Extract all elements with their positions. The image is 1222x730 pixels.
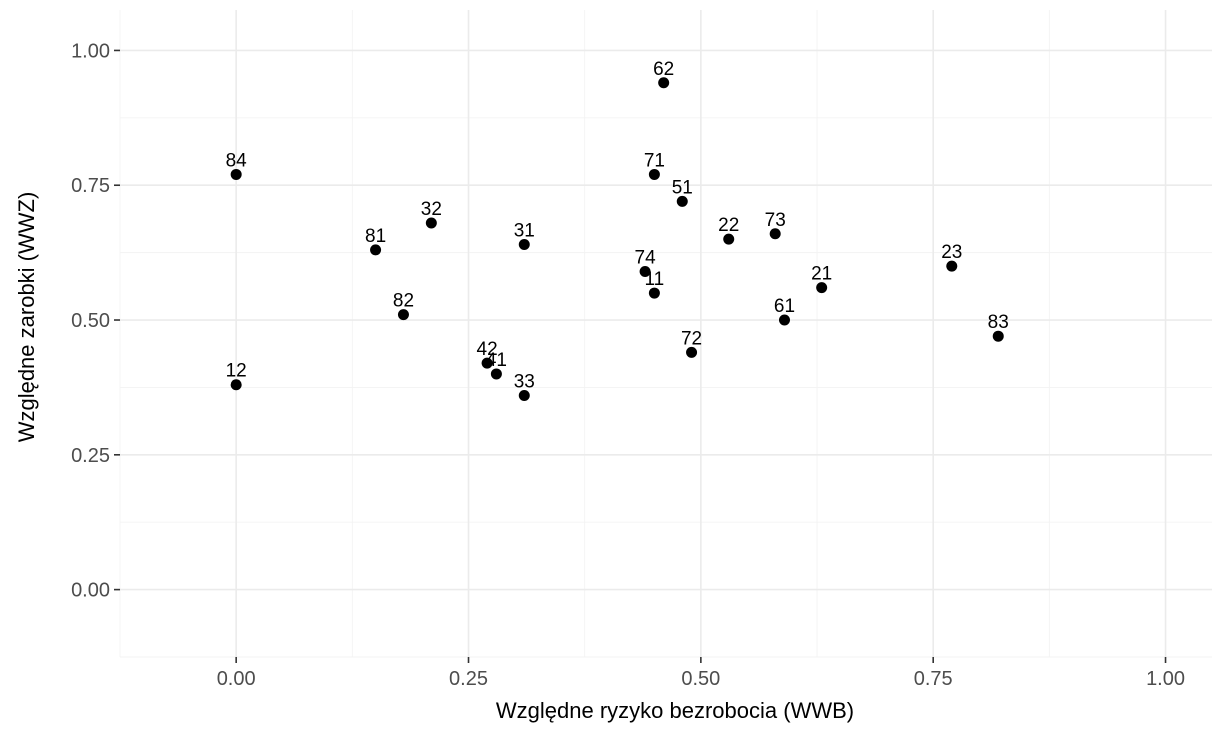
grid-lines	[119, 10, 1212, 658]
x-tick-label: 0.25	[449, 668, 488, 690]
y-tick-label: 1.00	[71, 40, 110, 62]
y-axis-ticks: 0.00 0.25 0.50 0.75 1.00	[71, 40, 120, 602]
x-tick-label: 0.50	[681, 668, 720, 690]
y-tick-label: 0.25	[71, 445, 110, 467]
y-axis-title: Względne zarobki (WWZ)	[14, 192, 39, 443]
point-label-83: 83	[988, 312, 1009, 333]
point-label-11: 11	[645, 269, 665, 290]
point-label-21: 21	[811, 264, 832, 285]
data-point-33	[518, 390, 530, 402]
point-label-41: 41	[486, 350, 507, 371]
data-point-41	[490, 368, 502, 380]
point-label-12: 12	[226, 361, 247, 382]
point-label-23: 23	[941, 242, 962, 263]
x-axis-title: Względne ryzyko bezrobocia (WWB)	[496, 698, 854, 723]
point-label-82: 82	[393, 291, 414, 312]
data-points	[230, 77, 1004, 402]
point-label-42: 42	[477, 339, 498, 360]
data-point-61	[778, 314, 790, 326]
data-point-74	[639, 265, 651, 277]
data-point-31	[518, 239, 530, 251]
point-label-51: 51	[672, 177, 693, 198]
x-tick-label: 0.00	[217, 668, 256, 690]
point-label-84: 84	[226, 150, 248, 171]
x-axis-ticks: 0.00 0.25 0.50 0.75 1.00	[217, 657, 1185, 690]
y-tick-label: 0.75	[71, 175, 110, 197]
point-label-73: 73	[765, 210, 786, 231]
data-point-82	[397, 309, 409, 321]
x-tick-label: 0.75	[914, 668, 953, 690]
data-point-81	[370, 244, 382, 256]
data-point-11	[648, 287, 660, 299]
data-point-12	[230, 379, 242, 391]
data-point-83	[992, 330, 1004, 342]
point-label-71: 71	[644, 150, 665, 171]
point-label-62: 62	[653, 59, 674, 80]
data-point-22	[723, 233, 735, 245]
data-point-84	[230, 168, 242, 180]
x-tick-label: 1.00	[1146, 668, 1185, 690]
data-point-21	[816, 282, 828, 294]
data-point-71	[648, 168, 660, 180]
point-label-33: 33	[514, 372, 535, 393]
point-label-74: 74	[635, 247, 657, 268]
point-label-81: 81	[365, 226, 386, 247]
data-point-42	[481, 357, 493, 369]
data-point-62	[658, 77, 670, 89]
point-label-22: 22	[718, 215, 739, 236]
point-label-32: 32	[421, 199, 442, 220]
data-point-23	[946, 260, 958, 272]
data-point-72	[686, 346, 698, 358]
point-label-61: 61	[774, 296, 795, 317]
point-label-72: 72	[681, 328, 702, 349]
data-point-73	[769, 228, 781, 240]
point-label-31: 31	[514, 221, 535, 242]
y-tick-label: 0.50	[71, 310, 110, 332]
y-tick-label: 0.00	[71, 580, 110, 602]
data-point-51	[676, 195, 688, 207]
data-point-32	[425, 217, 437, 229]
